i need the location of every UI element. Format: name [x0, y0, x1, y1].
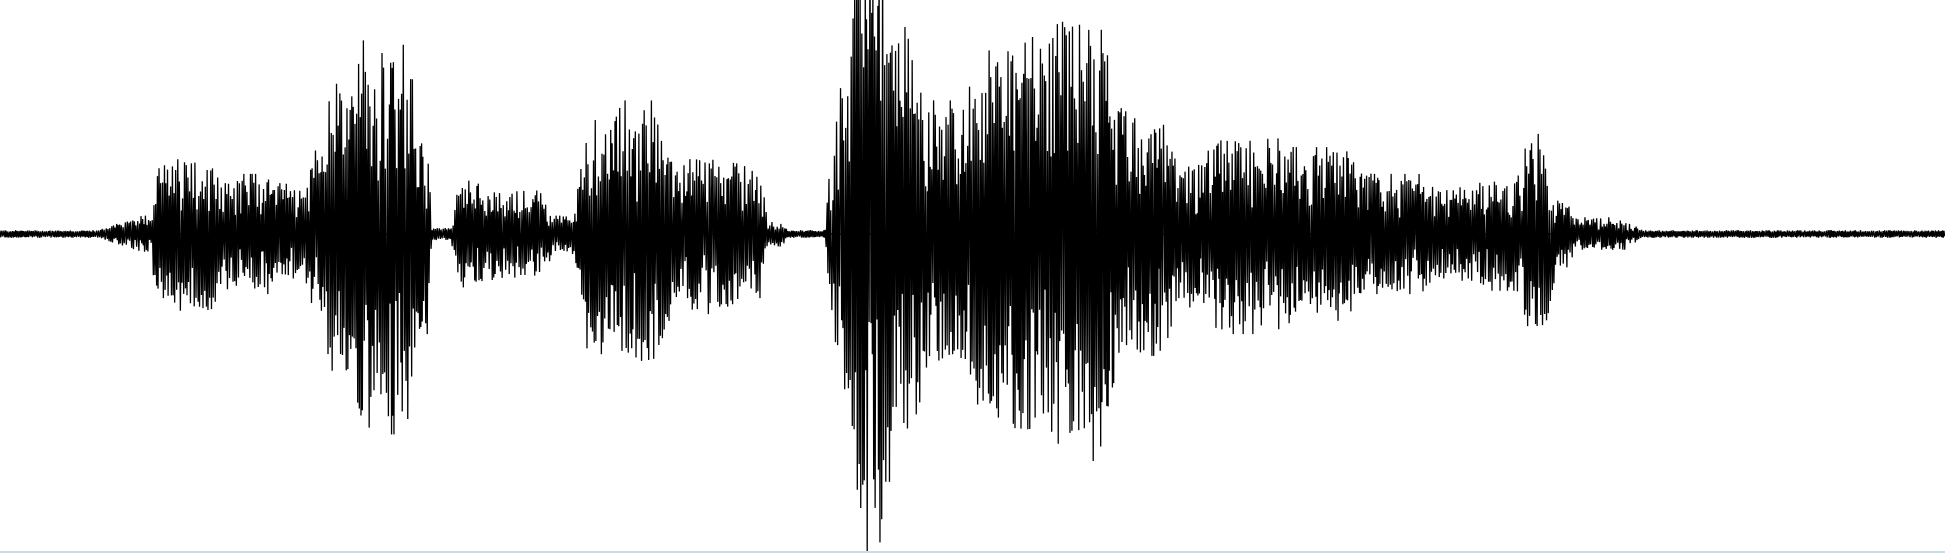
view-bottom-border	[0, 551, 1945, 553]
